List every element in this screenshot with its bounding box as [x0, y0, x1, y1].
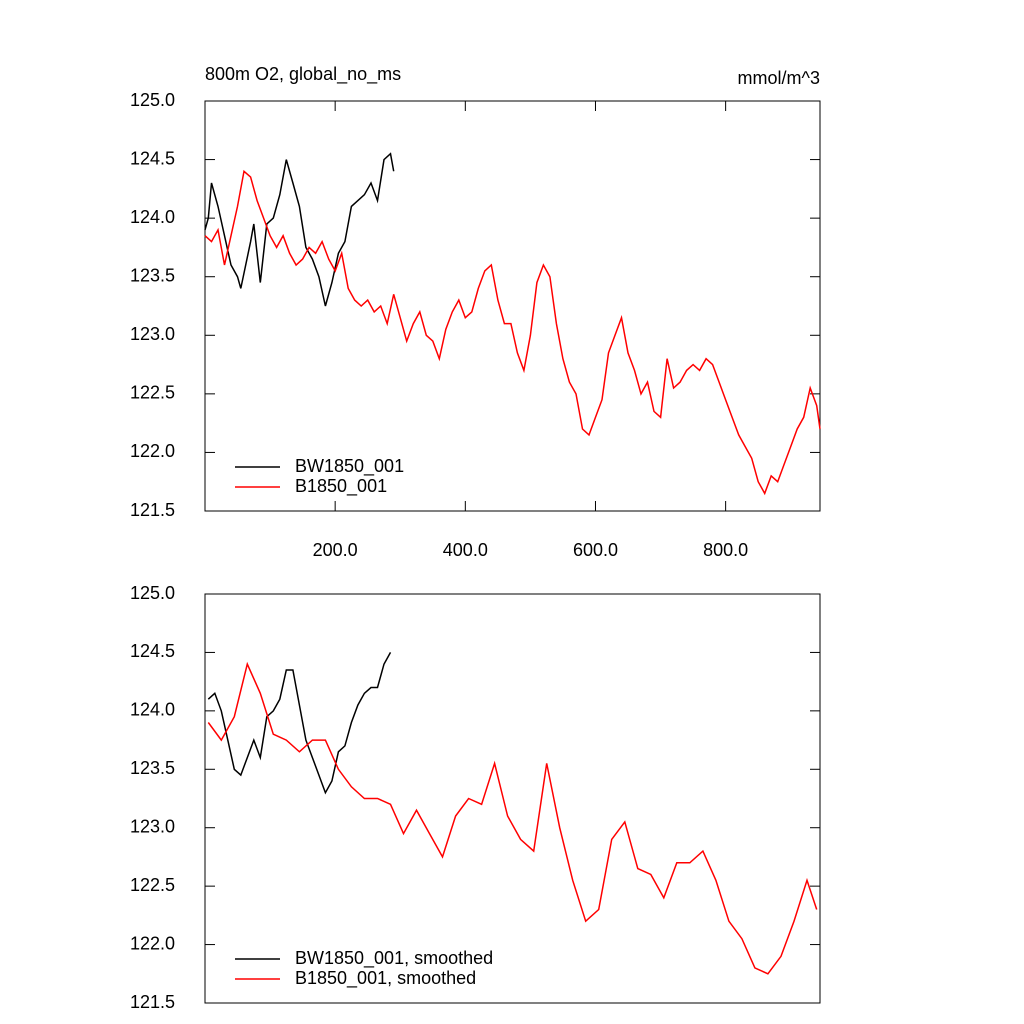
data-line: [204, 169, 821, 496]
y-tick-label: 121.5: [130, 992, 175, 1012]
y-tick-label: 124.0: [130, 207, 175, 227]
x-tick-label: 200.0: [313, 540, 358, 560]
plot-frame: [204, 593, 821, 1004]
y-tick-label: 122.5: [130, 875, 175, 895]
x-tick-label: 800.0: [703, 540, 748, 560]
y-tick-label: 125.0: [130, 90, 175, 110]
y-tick-label: 122.0: [130, 441, 175, 461]
y-tick-label: 123.0: [130, 816, 175, 836]
y-tick-label: 123.5: [130, 758, 175, 778]
legend-label: B1850_001, smoothed: [295, 968, 476, 989]
legend-label: BW1850_001: [295, 456, 404, 477]
y-tick-label: 124.0: [130, 700, 175, 720]
y-tick-label: 123.0: [130, 324, 175, 344]
y-tick-label: 122.5: [130, 383, 175, 403]
y-tick-label: 123.5: [130, 265, 175, 285]
legend-label: BW1850_001, smoothed: [295, 948, 493, 969]
plot-frame: [204, 100, 821, 512]
chart-title: 800m O2, global_no_ms: [205, 64, 401, 85]
x-tick-label: 600.0: [573, 540, 618, 560]
data-line: [204, 152, 395, 307]
x-tick-label: 400.0: [443, 540, 488, 560]
y-tick-label: 124.5: [130, 148, 175, 168]
data-line: [207, 661, 818, 975]
data-line: [207, 652, 392, 795]
unit-label: mmol/m^3: [738, 68, 820, 88]
y-tick-label: 125.0: [130, 583, 175, 603]
y-tick-label: 122.0: [130, 933, 175, 953]
legend-label: B1850_001: [295, 476, 387, 497]
y-tick-label: 121.5: [130, 500, 175, 520]
y-tick-label: 124.5: [130, 641, 175, 661]
